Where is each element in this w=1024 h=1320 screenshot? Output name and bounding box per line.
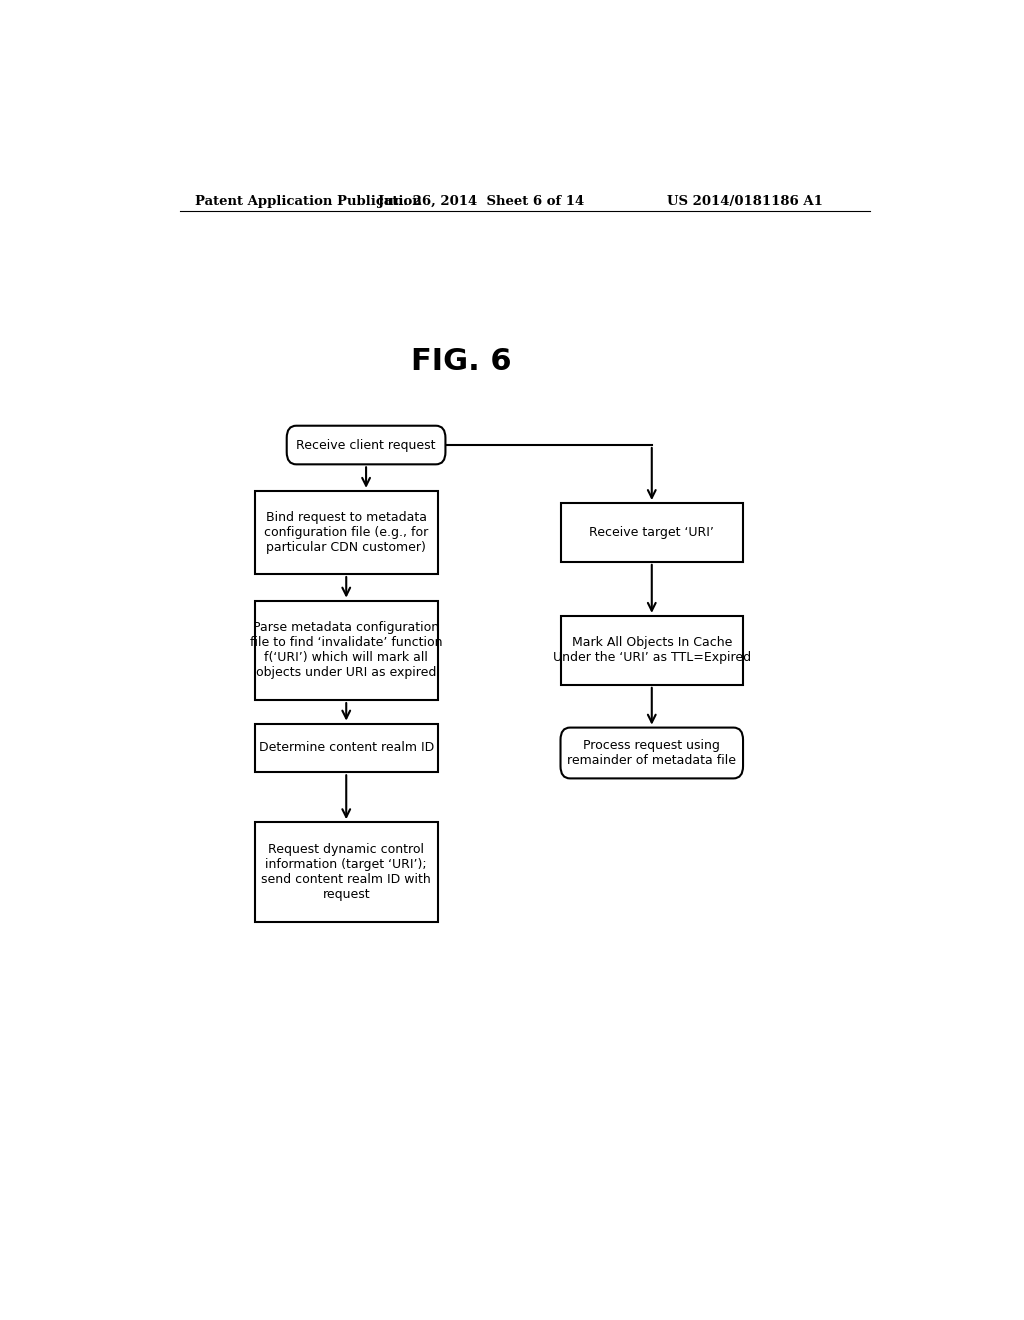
Bar (560, 503, 743, 562)
Text: Mark All Objects In Cache
Under the ‘URI’ as TTL=Expired: Mark All Objects In Cache Under the ‘URI… (553, 636, 751, 664)
Bar (255, 723, 437, 772)
Bar (255, 601, 437, 700)
Text: Request dynamic control
information (target ‘URI’);
send content realm ID with
r: Request dynamic control information (tar… (261, 843, 431, 902)
Bar (560, 615, 743, 685)
FancyBboxPatch shape (560, 727, 743, 779)
Text: Receive client request: Receive client request (296, 438, 436, 451)
Text: Jun. 26, 2014  Sheet 6 of 14: Jun. 26, 2014 Sheet 6 of 14 (378, 194, 585, 207)
Text: Determine content realm ID: Determine content realm ID (259, 742, 434, 755)
Text: Parse metadata configuration
file to find ‘invalidate’ function
f(‘URI’) which w: Parse metadata configuration file to fin… (250, 622, 442, 680)
Text: FIG. 6: FIG. 6 (411, 347, 512, 376)
Text: Receive target ‘URI’: Receive target ‘URI’ (590, 525, 714, 539)
Text: Patent Application Publication: Patent Application Publication (196, 194, 422, 207)
FancyBboxPatch shape (287, 426, 445, 465)
Text: Process request using
remainder of metadata file: Process request using remainder of metad… (567, 739, 736, 767)
Bar (255, 822, 437, 921)
Text: US 2014/0181186 A1: US 2014/0181186 A1 (667, 194, 822, 207)
Bar (255, 491, 437, 574)
Text: Bind request to metadata
configuration file (e.g., for
particular CDN customer): Bind request to metadata configuration f… (264, 511, 428, 554)
